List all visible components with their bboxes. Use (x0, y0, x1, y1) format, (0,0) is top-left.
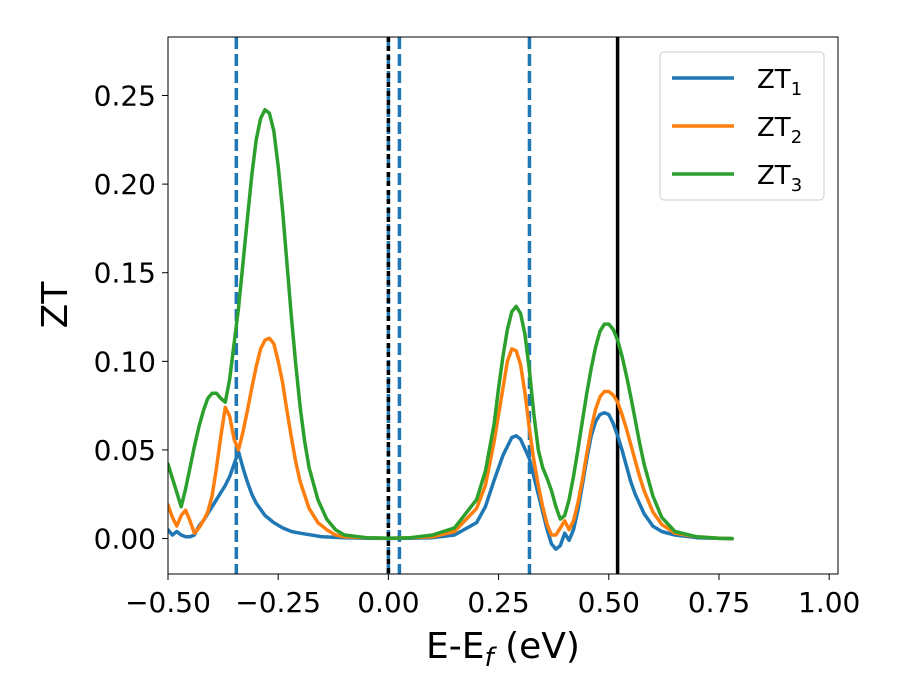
series-line-zt1 (168, 410, 734, 551)
vertical-lines (234, 37, 620, 574)
legend-label-zt3: ZT3 (757, 161, 802, 196)
x-tick-label: 0.50 (578, 586, 640, 619)
plot-frame (167, 36, 839, 575)
x-tick-label: −0.25 (235, 586, 321, 619)
y-axis-label: ZT (35, 281, 76, 329)
series-lines (168, 107, 734, 551)
legend-label-zt1: ZT1 (757, 65, 802, 100)
y-axis-ticks: 0.00 0.05 0.10 0.15 0.20 0.25 (94, 79, 168, 556)
x-tick-label: 0.25 (467, 586, 529, 619)
x-tick-label: 1.00 (798, 586, 860, 619)
y-tick-label: 0.25 (94, 79, 156, 112)
legend-box (659, 51, 825, 201)
series-line-zt3 (168, 107, 734, 541)
x-axis-label: E-Ef (eV) (426, 626, 580, 673)
y-tick-label: 0.00 (94, 523, 156, 556)
y-tick-label: 0.10 (94, 345, 156, 378)
x-tick-label: 0.75 (688, 586, 750, 619)
x-tick-label: 0.00 (357, 586, 419, 619)
y-tick-label: 0.15 (94, 257, 156, 290)
x-axis-label-main: E-E (426, 626, 484, 667)
x-axis-ticks: −0.50 −0.25 0.00 0.25 0.50 0.75 1.00 (125, 574, 860, 619)
x-axis-label-unit: (eV) (494, 626, 580, 667)
y-tick-label: 0.20 (94, 168, 156, 201)
x-tick-label: −0.50 (125, 586, 211, 619)
legend: ZT1 ZT2 ZT3 (659, 51, 825, 201)
y-tick-label: 0.05 (94, 434, 156, 467)
legend-label-zt2: ZT2 (757, 113, 802, 148)
series-line-zt2 (168, 336, 734, 541)
plot-area (167, 36, 839, 575)
